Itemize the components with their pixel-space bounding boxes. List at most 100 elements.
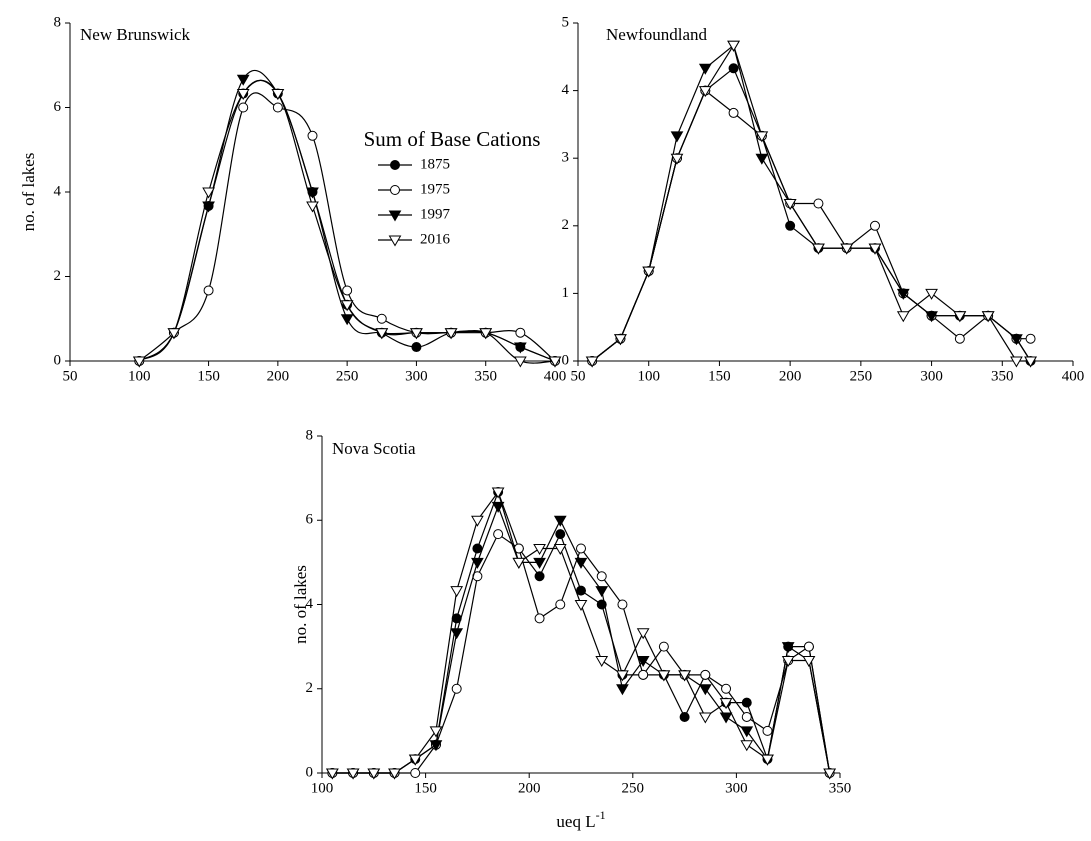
marker (925, 288, 938, 300)
legend-marker (390, 160, 400, 170)
marker (444, 328, 458, 340)
x-tick-label: 100 (637, 368, 660, 384)
marker (479, 328, 493, 340)
x-tick-label: 200 (518, 780, 541, 796)
marker (616, 684, 629, 696)
marker (781, 656, 795, 668)
marker (785, 220, 796, 231)
marker (574, 557, 588, 569)
marker (306, 187, 319, 199)
legend-label: 1875 (420, 156, 450, 172)
marker (700, 669, 711, 680)
marker (493, 529, 504, 540)
y-tick-label: 0 (562, 352, 570, 368)
marker (698, 63, 712, 75)
marker (410, 768, 421, 778)
x-tick-label: 200 (779, 368, 802, 384)
marker (471, 515, 484, 527)
marker (555, 529, 566, 540)
x-tick-label: 300 (725, 780, 748, 796)
marker (728, 63, 739, 74)
marker (534, 571, 545, 582)
legend-label: 1997 (420, 206, 451, 222)
marker (719, 712, 733, 724)
x-tick-label: 400 (1062, 368, 1085, 384)
marker (411, 342, 422, 353)
marker (636, 656, 650, 668)
x-tick-label: 300 (405, 368, 428, 384)
y-tick-label: 0 (306, 764, 314, 780)
line (332, 490, 831, 774)
marker (595, 656, 609, 668)
marker (617, 599, 628, 610)
marker (576, 585, 586, 596)
marker (429, 740, 443, 752)
marker (741, 711, 752, 722)
legend-marker (388, 210, 402, 222)
series (325, 487, 837, 780)
marker (823, 768, 837, 780)
x-tick-label: 150 (197, 368, 220, 384)
marker (307, 130, 318, 141)
marker (410, 328, 423, 340)
marker (450, 586, 464, 598)
line (591, 67, 1032, 362)
marker (553, 543, 567, 555)
y-tick-label: 6 (306, 512, 314, 528)
marker (236, 89, 250, 101)
legend-label: 1975 (420, 181, 450, 197)
x-tick-label: 250 (336, 368, 359, 384)
marker (533, 557, 546, 569)
series (585, 40, 1037, 368)
marker (755, 131, 769, 143)
marker (534, 613, 545, 624)
marker (1010, 356, 1023, 368)
marker (388, 768, 401, 780)
marker (491, 487, 505, 499)
marker (408, 754, 422, 766)
series (132, 79, 562, 368)
marker (954, 333, 965, 344)
marker (472, 543, 483, 554)
marker (616, 670, 629, 682)
marker (367, 768, 381, 780)
y-tick-label: 8 (306, 427, 314, 443)
y-tick-label: 4 (562, 82, 570, 98)
x-tick-label: 350 (991, 368, 1014, 384)
series (587, 63, 1036, 366)
marker (513, 342, 527, 354)
marker (340, 314, 354, 326)
marker (698, 712, 712, 724)
marker (896, 311, 910, 323)
panel-title: Newfoundland (606, 25, 708, 44)
y-axis-label: no. of lakes (19, 153, 38, 232)
marker (533, 543, 546, 555)
x-tick-label: 350 (829, 780, 852, 796)
marker (812, 243, 825, 255)
y-tick-label: 5 (562, 14, 570, 30)
y-tick-label: 4 (306, 596, 314, 612)
marker (491, 501, 505, 513)
marker (585, 356, 599, 368)
marker (657, 670, 671, 682)
marker (636, 628, 650, 640)
marker (1010, 334, 1023, 346)
y-axis-label: no. of lakes (291, 565, 310, 644)
marker (1025, 333, 1036, 344)
marker (596, 571, 607, 582)
marker (755, 153, 769, 165)
y-tick-label: 2 (54, 268, 62, 284)
panel-title: Nova Scotia (332, 439, 416, 458)
panel-title: New Brunswick (80, 25, 191, 44)
marker (450, 628, 464, 640)
marker (658, 641, 669, 652)
marker (840, 243, 854, 255)
marker (576, 543, 586, 554)
marker (548, 356, 562, 368)
marker (781, 642, 795, 654)
x-tick-label: 50 (571, 368, 586, 384)
marker (132, 356, 146, 368)
x-tick-label: 50 (63, 368, 78, 384)
marker (761, 754, 774, 766)
